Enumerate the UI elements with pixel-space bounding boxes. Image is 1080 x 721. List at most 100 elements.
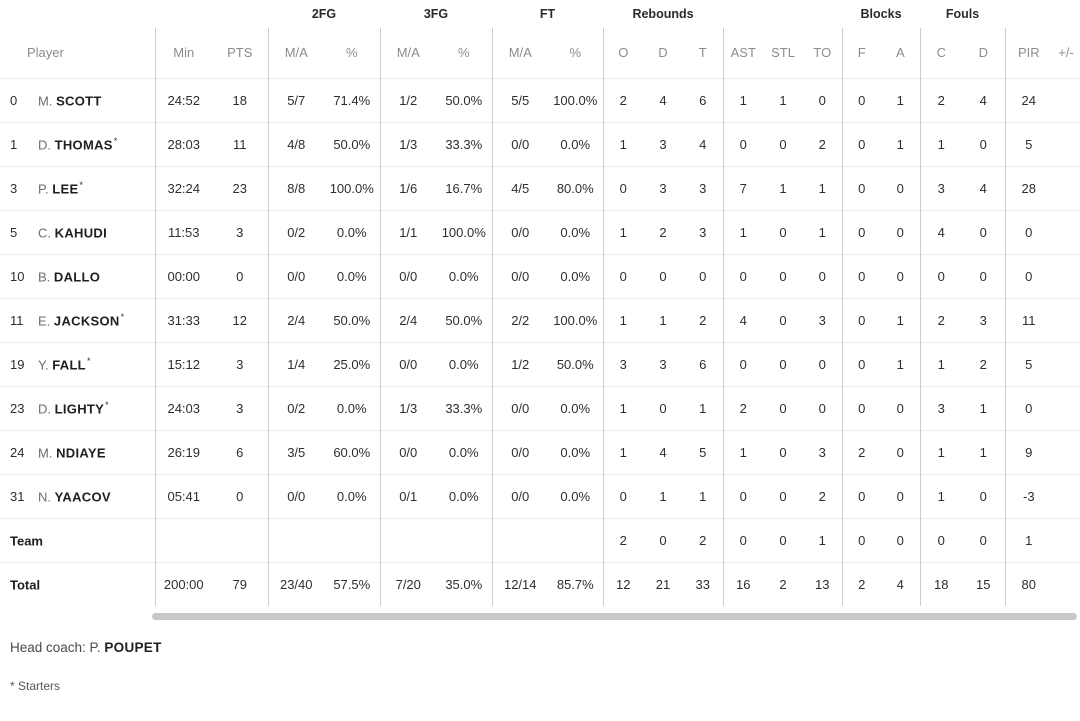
stat-reb-offensive: 1 (603, 209, 643, 254)
stat-plus-minus (1052, 77, 1080, 122)
stat-turnovers: 13 (803, 561, 843, 606)
stat-assists: 0 (723, 517, 764, 562)
stat-steals: 0 (763, 297, 804, 342)
box-score-table: 2FG 3FG FT Rebounds Blocks Fouls Player … (0, 0, 1080, 606)
stat-blocks-against: 0 (881, 429, 921, 474)
stat-fouls-drawn: 0 (962, 121, 1006, 166)
stat-blocks-against: 0 (881, 517, 921, 562)
stat-reb-defensive: 1 (643, 473, 683, 518)
stat-ft-pct: 0.0% (548, 121, 604, 166)
stat-fouls-drawn: 4 (962, 165, 1006, 210)
stat-2fg-pct: 0.0% (324, 473, 381, 518)
stat-ft-ma (492, 517, 548, 562)
stat-pts: 12 (212, 297, 269, 342)
stat-blocks-favour: 0 (842, 77, 882, 122)
stat-reb-offensive: 1 (603, 121, 643, 166)
stat-steals: 0 (763, 429, 804, 474)
stat-blocks-against: 0 (881, 209, 921, 254)
starter-mark: * (113, 135, 118, 146)
stat-pir: 9 (1005, 429, 1053, 474)
stat-3fg-pct: 33.3% (436, 121, 493, 166)
player-number: 11 (10, 313, 24, 329)
player-surname: NDIAYE (56, 445, 106, 461)
horizontal-scrollbar-thumb[interactable] (152, 613, 1077, 620)
stat-steals: 0 (763, 209, 804, 254)
stat-ft-pct: 0.0% (548, 253, 604, 298)
stat-blocks-favour: 0 (842, 473, 882, 518)
stat-turnovers: 0 (803, 341, 843, 386)
stat-turnovers: 2 (803, 121, 843, 166)
stat-reb-total: 3 (683, 165, 724, 210)
stat-turnovers: 3 (803, 429, 843, 474)
stat-blocks-against: 0 (881, 165, 921, 210)
table-row: 10 B. DALLO 00:00 0 0/0 0.0% 0/0 0.0% 0/0… (0, 253, 1080, 298)
stat-blocks-favour: 0 (842, 253, 882, 298)
stat-turnovers: 0 (803, 77, 843, 122)
stat-steals: 0 (763, 385, 804, 430)
stat-blocks-favour: 0 (842, 517, 882, 562)
stat-fouls-drawn: 1 (962, 385, 1006, 430)
stat-fouls-committed: 18 (920, 561, 963, 606)
player-number: 31 (10, 489, 25, 505)
stat-pir: 1 (1005, 517, 1053, 562)
stat-3fg-ma: 1/3 (380, 385, 436, 430)
stat-pir: 11 (1005, 297, 1053, 342)
stat-pir: 0 (1005, 385, 1053, 430)
stat-reb-offensive: 2 (603, 77, 643, 122)
stat-3fg-ma: 0/0 (380, 429, 436, 474)
stat-pts: 3 (212, 341, 269, 386)
stat-fouls-drawn: 0 (962, 253, 1006, 298)
stat-fouls-drawn: 15 (962, 561, 1006, 606)
stat-turnovers: 0 (803, 385, 843, 430)
stat-3fg-ma: 1/1 (380, 209, 436, 254)
stat-fouls-drawn: 1 (962, 429, 1006, 474)
stat-plus-minus (1052, 253, 1080, 298)
stat-ft-ma: 1/2 (492, 341, 548, 386)
col-3fg-ma: M/A (396, 45, 420, 61)
stat-blocks-favour: 0 (842, 341, 882, 386)
table-row: Total 200:00 79 23/40 57.5% 7/20 35.0% 1… (0, 561, 1080, 606)
stat-plus-minus (1052, 165, 1080, 210)
stat-2fg-ma: 0/2 (268, 209, 324, 254)
stat-fouls-drawn: 2 (962, 341, 1006, 386)
stat-3fg-ma: 0/1 (380, 473, 436, 518)
stat-ft-pct: 0.0% (548, 473, 604, 518)
stats-table-body: 0 M. SCOTT 24:52 18 5/7 71.4% 1/2 50.0% 5… (0, 77, 1080, 606)
stat-steals: 0 (763, 473, 804, 518)
player-initial: B. (38, 269, 51, 285)
table-row: Team 2 0 2 0 0 1 0 0 0 0 1 (0, 517, 1080, 562)
stat-plus-minus (1052, 517, 1080, 562)
player-number: 3 (10, 181, 18, 197)
table-row: 5 C. KAHUDI 11:53 3 0/2 0.0% 1/1 100.0% 0… (0, 209, 1080, 254)
player-cell: 11 E. JACKSON* (0, 297, 156, 342)
table-row: 24 M. NDIAYE 26:19 6 3/5 60.0% 0/0 0.0% 0… (0, 429, 1080, 474)
stat-2fg-pct: 0.0% (324, 253, 381, 298)
player-cell: 31 N. YAACOV (0, 473, 156, 518)
stat-blocks-favour: 2 (842, 429, 882, 474)
group-spacer-mid (723, 0, 842, 28)
player-cell: 3 P. LEE* (0, 165, 156, 210)
col-player: Player (0, 28, 156, 78)
stat-3fg-pct: 50.0% (436, 77, 493, 122)
stat-2fg-pct: 100.0% (324, 165, 381, 210)
player-cell: Total (0, 561, 156, 606)
player-surname: SCOTT (56, 93, 102, 109)
stat-fouls-committed: 3 (920, 385, 963, 430)
stat-ft-ma: 12/14 (492, 561, 548, 606)
stat-pir: 24 (1005, 77, 1053, 122)
stat-assists: 7 (723, 165, 764, 210)
player-initial: D. (38, 401, 51, 417)
stat-2fg-ma (268, 517, 324, 562)
stat-turnovers: 0 (803, 253, 843, 298)
stat-assists: 0 (723, 341, 764, 386)
player-cell: 19 Y. FALL* (0, 341, 156, 386)
table-row: 11 E. JACKSON* 31:33 12 2/4 50.0% 2/4 50.… (0, 297, 1080, 342)
stat-pir: 5 (1005, 121, 1053, 166)
stat-ft-pct: 0.0% (548, 385, 604, 430)
stat-ft-ma: 0/0 (492, 429, 548, 474)
stat-ft-pct: 100.0% (548, 297, 604, 342)
col-reb-offensive: O (618, 45, 629, 61)
stat-2fg-ma: 0/2 (268, 385, 324, 430)
stat-3fg-ma: 0/0 (380, 253, 436, 298)
stat-fouls-committed: 0 (920, 517, 963, 562)
